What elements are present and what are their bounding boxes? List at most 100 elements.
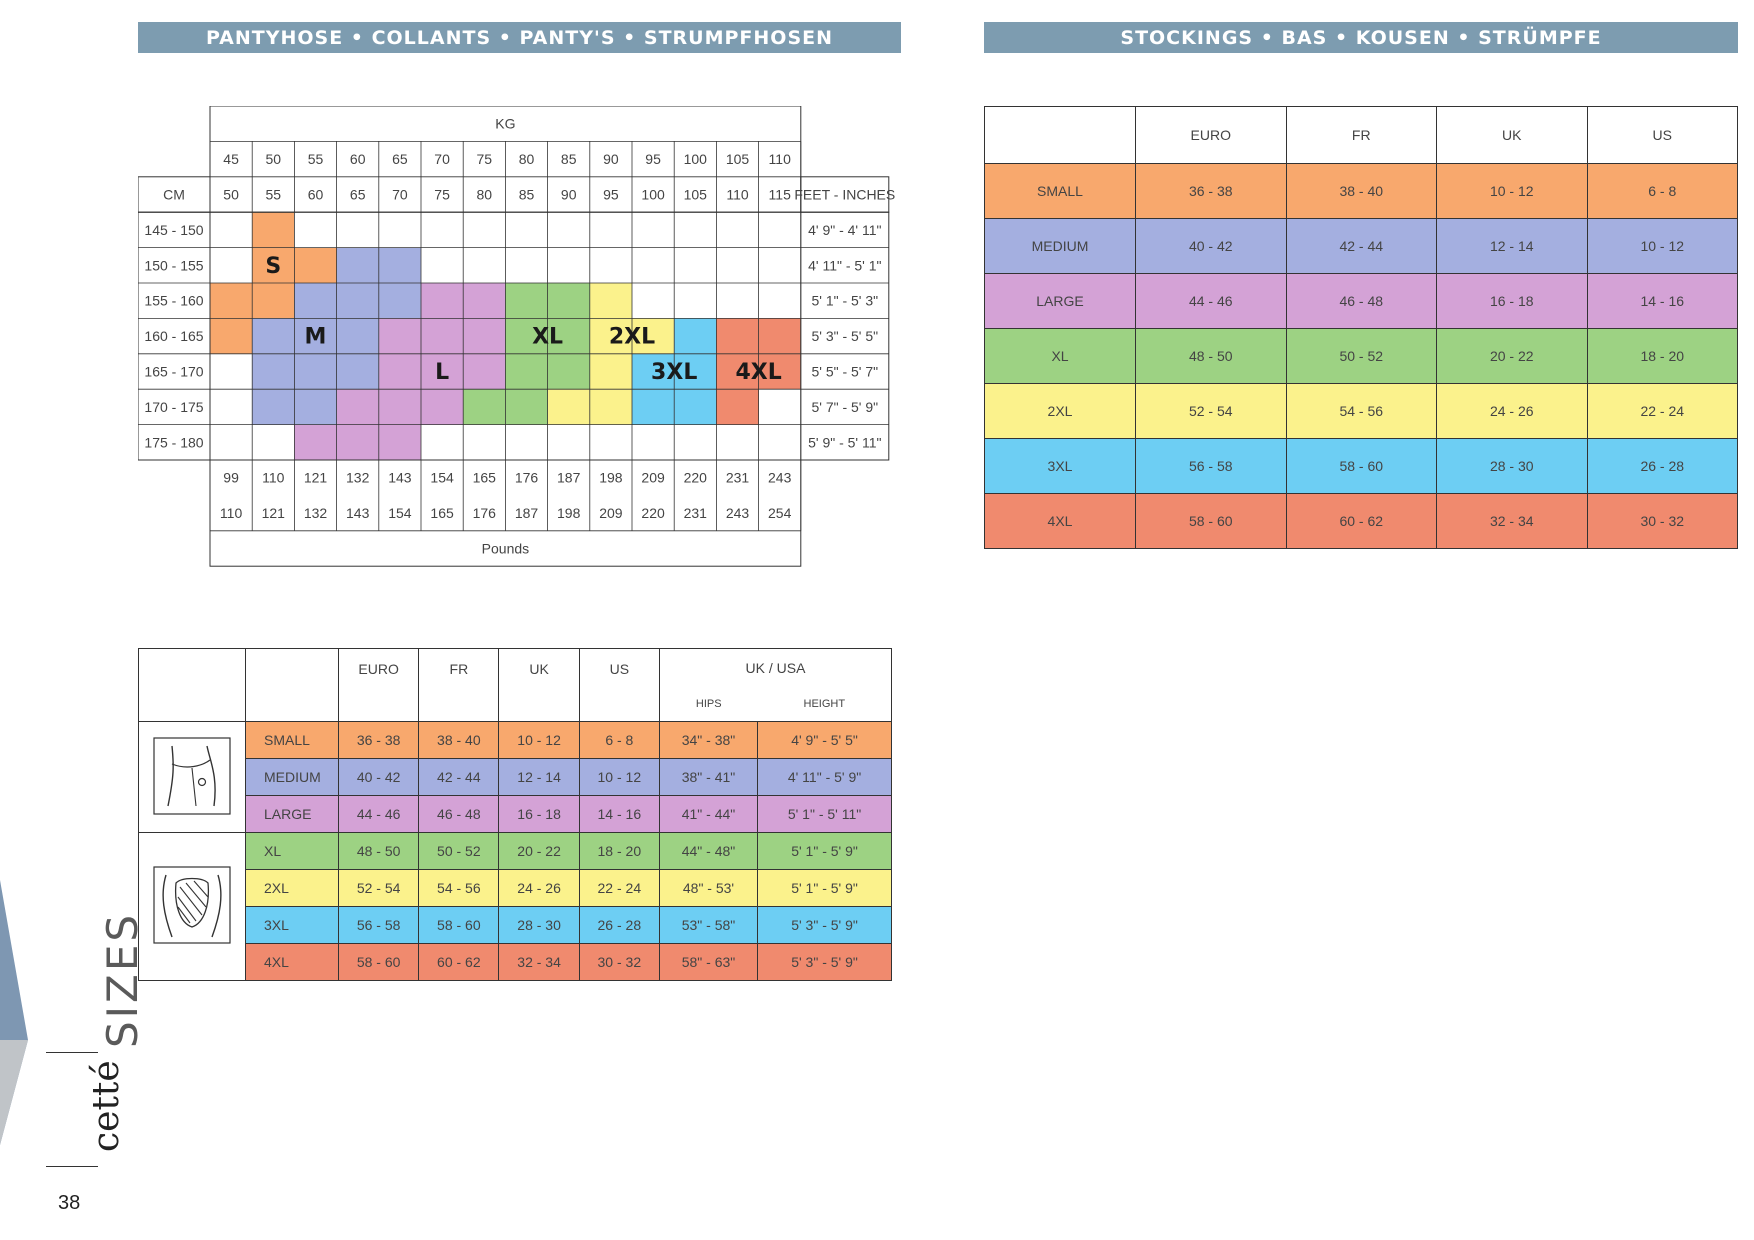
- pantyhose-cell-us: 22 - 24: [578, 869, 660, 907]
- lbs-bottom-value: 187: [515, 505, 539, 521]
- grid-cell-s: [294, 247, 337, 283]
- lbs-bottom-value: 243: [726, 505, 750, 521]
- lbs-bottom-value: 231: [684, 505, 708, 521]
- lbs-top-value: 243: [768, 470, 792, 486]
- pantyhose-cell-hips: 41" - 44": [658, 795, 759, 833]
- pantyhose-cell-euro: 40 - 42: [337, 758, 420, 796]
- stockings-row: SMALL 36 - 38 38 - 40 10 - 12 6 - 8: [984, 163, 1738, 219]
- pantyhose-cell-height: 4' 11" - 5' 9": [757, 758, 892, 796]
- pantyhose-header-icon-col: [138, 648, 246, 722]
- pantyhose-cell-fr: 38 - 40: [418, 721, 500, 759]
- stockings-cell-us: 6 - 8: [1586, 163, 1738, 219]
- pantyhose-cell-euro: 56 - 58: [337, 906, 420, 944]
- pantyhose-cell-height: 4' 9" - 5' 5": [757, 721, 892, 759]
- grid-cell-4xl: [716, 318, 759, 354]
- stockings-cell-us: 18 - 20: [1586, 328, 1738, 384]
- grid-cell-s: [210, 318, 253, 354]
- stockings-row: XL 48 - 50 50 - 52 20 - 22 18 - 20: [984, 328, 1738, 384]
- feet-row-value: 5' 3" - 5' 5": [811, 328, 878, 344]
- pantyhose-cell-fr: 60 - 62: [418, 943, 500, 981]
- stockings-cell-fr: 38 - 40: [1285, 163, 1437, 219]
- grid-cell-2xl: [589, 318, 632, 354]
- grid-cell-l: [463, 353, 506, 390]
- pantyhose-cell-height: 5' 3" - 5' 9": [757, 906, 892, 944]
- stockings-cell-size: SMALL: [984, 163, 1136, 219]
- grid-cell-m: [336, 247, 379, 283]
- pantyhose-cell-uk: 32 - 34: [498, 943, 580, 981]
- stockings-cell-fr: 54 - 56: [1285, 383, 1437, 439]
- grid-cell-l: [463, 318, 506, 354]
- feet-row-value: 5' 1" - 5' 3": [811, 293, 878, 309]
- pantyhose-cell-fr: 58 - 60: [418, 906, 500, 944]
- stockings-cell-uk: 32 - 34: [1436, 493, 1588, 549]
- stockings-cell-euro: 36 - 38: [1135, 163, 1287, 219]
- grid-cell-xl: [505, 318, 548, 354]
- cm-row-value: 145 - 150: [144, 222, 203, 238]
- lbs-top-value: 209: [641, 470, 665, 486]
- kg-bottom-value: 55: [266, 187, 282, 203]
- stockings-cell-euro: 52 - 54: [1135, 383, 1287, 439]
- pantyhose-cell-uk: 16 - 18: [498, 795, 580, 833]
- pantyhose-cell-euro: 52 - 54: [337, 869, 420, 907]
- pantyhose-row: 3XL 56 - 58 58 - 60 28 - 30 26 - 28 53" - 58"…: [139, 906, 892, 944]
- stockings-cell-us: 30 - 32: [1586, 493, 1738, 549]
- lbs-top-value: 231: [726, 470, 750, 486]
- pantyhose-cell-euro: 44 - 46: [337, 795, 420, 833]
- pounds-label: Pounds: [482, 541, 529, 557]
- stockings-cell-us: 10 - 12: [1586, 218, 1738, 274]
- grid-cell-3xl: [674, 389, 717, 425]
- feet-row-value: 4' 9" - 4' 11": [808, 222, 881, 238]
- stockings-cell-size: MEDIUM: [984, 218, 1136, 274]
- grid-cell-xl: [505, 389, 548, 425]
- grid-cell-4xl: [716, 353, 759, 390]
- grid-cell-l: [421, 353, 464, 390]
- grid-cell-4xl: [716, 389, 759, 425]
- pantyhose-subheader-hips: HIPS: [658, 687, 758, 722]
- lbs-top-value: 154: [430, 470, 454, 486]
- section-title: SIZES: [98, 911, 147, 1048]
- grid-cell-xl: [547, 318, 590, 354]
- pantyhose-cell-us: 18 - 20: [578, 832, 660, 870]
- pantyhose-cell-hips: 44" - 48": [658, 832, 759, 870]
- lbs-top-value: 165: [473, 470, 497, 486]
- stockings-row: LARGE 44 - 46 46 - 48 16 - 18 14 - 16: [984, 273, 1738, 329]
- pantyhose-cell-uk: 12 - 14: [498, 758, 580, 796]
- pantyhose-header-uk-usa: UK / USA: [658, 648, 893, 687]
- grid-cell-l: [336, 424, 379, 460]
- lbs-top-value: 220: [684, 470, 708, 486]
- pantyhose-cell-euro: 36 - 38: [337, 721, 420, 759]
- size-grid-svg: KG 45 50 55 60 65 70 75 80 85 90 95 100 105 110 50 55 60 6…: [138, 106, 895, 567]
- kg-top-value: 55: [308, 151, 324, 167]
- lbs-bottom-value: 220: [641, 505, 665, 521]
- pantyhose-cell-hips: 34" - 38": [658, 721, 759, 759]
- stockings-header-euro: EURO: [1135, 106, 1287, 164]
- grid-cell-xl: [505, 353, 548, 390]
- brand-logo: cetté: [86, 1060, 127, 1152]
- pantyhose-cell-us: 14 - 16: [578, 795, 660, 833]
- stockings-cell-fr: 60 - 62: [1285, 493, 1437, 549]
- grid-cell-m: [294, 283, 337, 319]
- pantyhose-cell-height: 5' 1" - 5' 9": [757, 832, 892, 870]
- lbs-top-value: 187: [557, 470, 581, 486]
- grid-cell-m: [294, 353, 337, 390]
- kg-top-value: 50: [266, 151, 282, 167]
- stockings-cell-uk: 16 - 18: [1436, 273, 1588, 329]
- pantyhose-row: LARGE 44 - 46 46 - 48 16 - 18 14 - 16 41" - 4…: [139, 795, 892, 833]
- lbs-bottom-value: 110: [220, 505, 243, 521]
- lbs-bottom-value: 209: [599, 505, 623, 521]
- feet-row-value: 5' 9" - 5' 11": [808, 434, 881, 450]
- grid-cell-m: [378, 247, 421, 283]
- pantyhose-cell-us: 30 - 32: [578, 943, 660, 981]
- pantyhose-cell-uk: 24 - 26: [498, 869, 580, 907]
- grid-cell-2xl: [589, 389, 632, 425]
- feet-row-value: 4' 11" - 5' 1": [808, 257, 881, 273]
- side-divider-bottom: [46, 1166, 98, 1167]
- lbs-top-value: 198: [599, 470, 623, 486]
- kg-top-value: 45: [223, 151, 239, 167]
- grid-cell-s: [210, 283, 253, 319]
- stockings-cell-euro: 44 - 46: [1135, 273, 1287, 329]
- lbs-top-value: 132: [346, 470, 370, 486]
- grid-cell-m: [294, 318, 337, 354]
- grid-cell-m: [252, 318, 295, 354]
- stockings-cell-euro: 40 - 42: [1135, 218, 1287, 274]
